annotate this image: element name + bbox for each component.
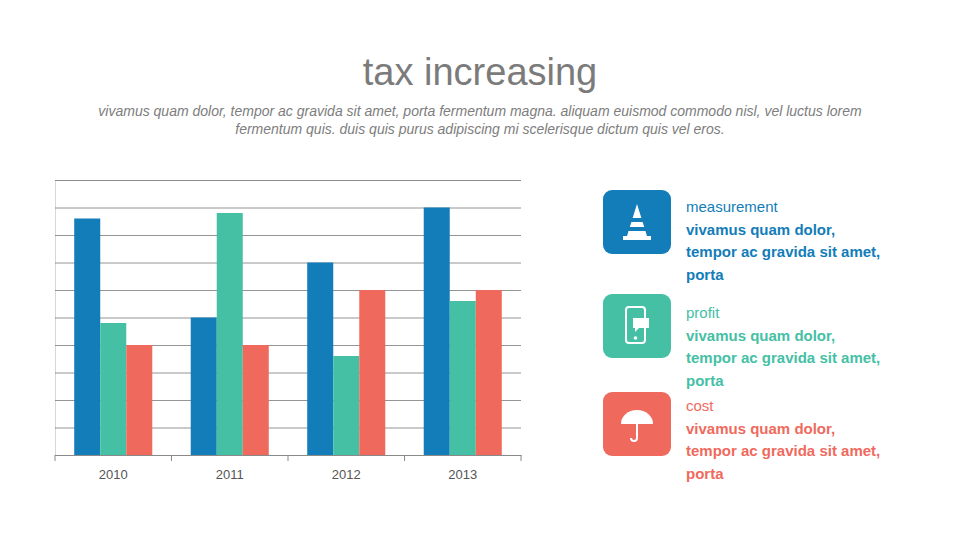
- x-axis: 2010 2011 2012 2013: [55, 455, 522, 482]
- legend-label: cost: [686, 395, 946, 418]
- bar-series: [74, 208, 450, 456]
- y-tick: [55, 290, 521, 291]
- y-tick: [55, 180, 521, 181]
- category-separator: [521, 455, 522, 461]
- x-tick-label: 2013: [448, 467, 477, 482]
- bar: [359, 290, 385, 455]
- icon-shape: [634, 336, 638, 340]
- x-tick-label: 2012: [332, 467, 361, 482]
- bar-series: [100, 213, 476, 455]
- legend-label: measurement: [686, 196, 946, 219]
- icon-shape: [621, 410, 653, 424]
- legend-description: vivamus quam dolor, tempor ac gravida si…: [686, 325, 946, 393]
- icon-shape: [631, 424, 637, 441]
- legend-description: vivamus quam dolor, tempor ac gravida si…: [686, 219, 946, 287]
- bar: [191, 318, 217, 456]
- bar: [476, 290, 502, 455]
- category-separator: [171, 455, 172, 461]
- bar: [217, 213, 243, 455]
- bar: [307, 263, 333, 456]
- x-tick: 2013: [448, 455, 477, 482]
- bar: [126, 345, 152, 455]
- icon-shape: [630, 218, 644, 222]
- icon-shape: [623, 236, 651, 240]
- x-tick: 2012: [332, 455, 361, 482]
- grid-line: [55, 263, 521, 264]
- legend-item: profitvivamus quam dolor, tempor ac grav…: [686, 302, 946, 392]
- icon-shape: [633, 318, 649, 332]
- category-separator: [55, 455, 56, 461]
- legend-item: costvivamus quam dolor, tempor ac gravid…: [686, 395, 946, 485]
- chart-subtitle: vivamus quam dolor, tempor ac gravida si…: [0, 102, 960, 138]
- grid-line: [55, 208, 521, 209]
- y-axis: [55, 181, 521, 456]
- legend-label: profit: [686, 302, 946, 325]
- legend-icon: [603, 190, 671, 254]
- category-separator: [404, 455, 405, 461]
- bar-series: [126, 290, 502, 455]
- legend-icon: [603, 294, 671, 358]
- legend-swatch: [603, 294, 671, 358]
- bars: [74, 208, 502, 456]
- y-tick: [55, 235, 521, 236]
- y-tick: [55, 208, 521, 209]
- x-tick-label: 2010: [99, 467, 128, 482]
- legend-swatch: [603, 392, 671, 456]
- page: tax increasing vivamus quam dolor, tempor…: [0, 0, 960, 540]
- category-separator: [288, 455, 289, 461]
- bar: [243, 345, 269, 455]
- grid-line: [55, 180, 521, 181]
- bar: [74, 219, 100, 456]
- legend-item: measurementvivamus quam dolor, tempor ac…: [686, 196, 946, 286]
- bar: [100, 323, 126, 455]
- chart-title: tax increasing: [0, 46, 960, 98]
- bar: [333, 356, 359, 455]
- grid-line: [55, 290, 521, 291]
- legend-icon: [603, 392, 671, 456]
- legend-description: vivamus quam dolor, tempor ac gravida si…: [686, 418, 946, 486]
- x-tick: 2010: [99, 455, 128, 482]
- x-tick-label: 2011: [216, 467, 244, 482]
- icon-shape: [628, 227, 646, 231]
- x-tick: 2011: [216, 455, 244, 482]
- legend-swatch: [603, 190, 671, 254]
- icon-shape: [627, 204, 647, 236]
- grid-line: [55, 235, 521, 236]
- y-axis-line: [56, 181, 522, 456]
- y-tick: [55, 263, 521, 264]
- bar: [424, 208, 450, 456]
- bar: [450, 301, 476, 455]
